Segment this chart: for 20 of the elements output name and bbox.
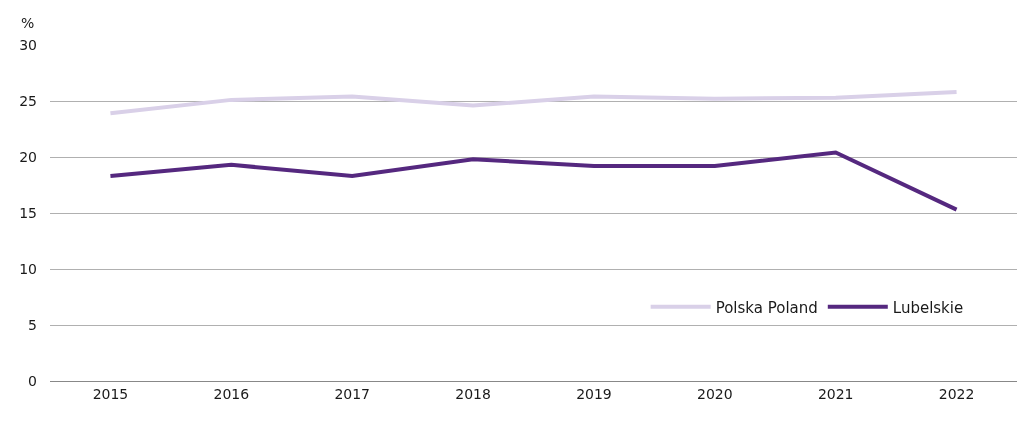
legend-label: Lubelskie	[892, 298, 964, 317]
x-tick-label: 2022	[938, 385, 975, 402]
x-tick-label: 2020	[696, 385, 733, 402]
y-tick-label: 20	[19, 148, 37, 165]
line-series	[108, 150, 959, 212]
y-axis-title: %	[21, 15, 35, 31]
line-series	[108, 90, 959, 116]
x-tick-label: 2021	[817, 385, 854, 402]
y-tick-label: 0	[28, 372, 37, 389]
legend-label: Polska Poland	[715, 298, 818, 317]
y-tick-label: 15	[19, 204, 37, 221]
y-tick-label: 25	[19, 92, 37, 109]
y-tick-label: 5	[28, 316, 37, 333]
x-tick-label: 2018	[455, 385, 491, 402]
x-tick-label: 2019	[576, 385, 612, 402]
y-tick-label: 10	[19, 260, 37, 277]
x-tick-label: 2015	[92, 385, 129, 402]
y-tick-label: 30	[19, 36, 37, 53]
x-tick-label: 2016	[213, 385, 250, 402]
x-tick-label: 2017	[334, 385, 371, 402]
